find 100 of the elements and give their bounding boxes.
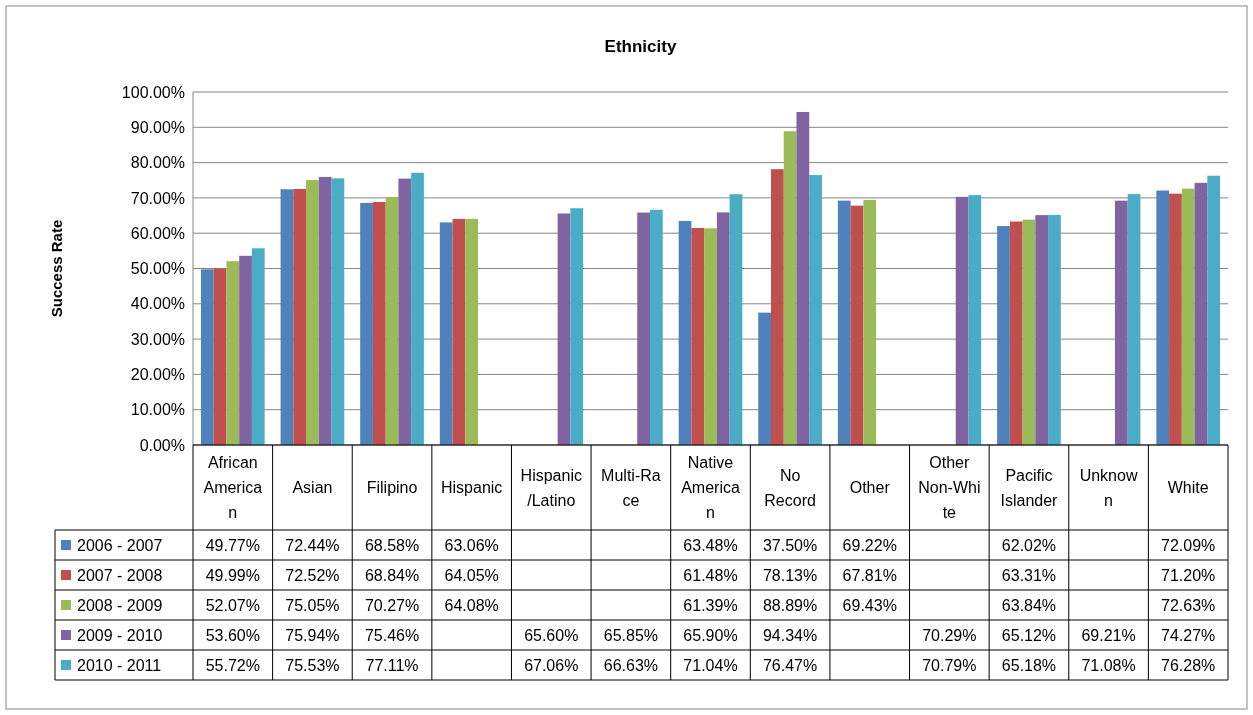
y-tick-label: 60.00%	[130, 224, 185, 242]
x-tick-label: Multi-Race	[601, 466, 661, 509]
x-tick-label: African American	[203, 454, 263, 522]
chart-title: Ethnicity	[604, 37, 677, 56]
y-tick-label: 20.00%	[130, 366, 185, 383]
legend-label: 2009 - 2010	[77, 626, 163, 644]
bar	[318, 176, 332, 445]
x-tick-label: Hispanic	[440, 479, 503, 497]
data-label: 75.53%	[285, 656, 340, 674]
bar	[360, 202, 373, 445]
y-tick-label: 0.00%	[139, 436, 185, 454]
data-label: 70.79%	[922, 656, 977, 674]
data-label: 72.63%	[1161, 596, 1216, 614]
bar	[758, 312, 772, 445]
data-label: 75.46%	[364, 626, 420, 644]
bar	[1114, 200, 1128, 445]
data-label: 65.90%	[683, 626, 738, 644]
data-label: 65.12%	[1001, 626, 1057, 644]
data-label: 72.09%	[1161, 536, 1216, 554]
bar	[863, 199, 877, 445]
bar	[372, 202, 386, 445]
bar	[1009, 221, 1023, 445]
y-tick-label: 40.00%	[130, 295, 185, 313]
data-label: 49.77%	[205, 536, 260, 554]
data-label: 67.81%	[842, 566, 897, 584]
bar	[200, 269, 214, 445]
x-tick-label: Filipino	[366, 479, 418, 497]
data-label: 52.07%	[205, 596, 260, 614]
bar	[649, 209, 663, 445]
data-label: 63.48%	[683, 536, 738, 554]
data-label: 65.60%	[524, 626, 579, 644]
bar	[570, 208, 584, 445]
bar	[439, 222, 453, 445]
bar	[729, 194, 743, 445]
data-label: 77.11%	[365, 656, 419, 674]
data-label: 78.13%	[762, 566, 818, 584]
data-label: 76.47%	[762, 656, 818, 674]
bar	[1035, 215, 1049, 445]
bar	[1048, 214, 1061, 445]
bar	[1207, 175, 1221, 445]
x-tick-label: Asian	[292, 479, 333, 497]
bar	[691, 227, 705, 445]
bar	[955, 196, 969, 445]
x-tick-label: White	[1167, 479, 1209, 497]
y-tick-label: 50.00%	[130, 260, 185, 278]
x-tick-label: Other	[849, 479, 891, 497]
bar	[1194, 182, 1208, 445]
x-tick-label: Pacific Islander	[1000, 466, 1059, 509]
data-label: 64.08%	[444, 596, 499, 614]
data-label: 71.08%	[1081, 656, 1136, 674]
data-label: 68.84%	[364, 566, 420, 584]
data-label: 69.21%	[1081, 626, 1136, 644]
bar	[280, 189, 294, 445]
y-tick-label: 30.00%	[130, 330, 185, 348]
data-label: 94.34%	[762, 626, 818, 644]
bar	[1156, 190, 1170, 445]
data-label: 55.72%	[205, 656, 260, 674]
y-tick-label: 100.00%	[121, 83, 185, 101]
bar	[293, 189, 307, 445]
x-tick-label: Native American	[681, 454, 740, 522]
bar	[783, 131, 797, 445]
data-label: 72.44%	[285, 536, 340, 554]
bar	[226, 261, 240, 445]
bar	[1127, 194, 1141, 445]
x-tick-label: Unknown	[1079, 466, 1138, 509]
data-label: 75.05%	[285, 596, 340, 614]
x-tick-label: Hispanic/Latino	[520, 466, 582, 509]
data-label: 65.18%	[1001, 656, 1057, 674]
bar	[968, 195, 982, 445]
bar	[1181, 188, 1195, 445]
y-tick-label: 70.00%	[130, 189, 185, 207]
bar	[385, 196, 399, 445]
data-label: 61.39%	[683, 596, 738, 614]
data-label: 70.27%	[364, 596, 420, 614]
bar	[465, 218, 479, 445]
bar	[716, 212, 730, 445]
legend-label: 2010 - 2011	[77, 656, 162, 674]
data-label: 88.89%	[762, 596, 818, 614]
data-label: 71.04%	[683, 656, 738, 674]
bar	[398, 178, 412, 445]
bar	[809, 175, 822, 445]
data-label: 74.27%	[1161, 626, 1216, 644]
data-label: 65.85%	[603, 626, 659, 644]
y-tick-label: 10.00%	[130, 401, 185, 419]
x-tick-label: No Record	[764, 466, 816, 509]
bar	[1022, 219, 1036, 445]
data-label: 37.50%	[762, 536, 818, 554]
bar	[837, 200, 851, 445]
y-axis-title: Success Rate	[48, 219, 65, 318]
legend-label: 2007 - 2008	[77, 566, 163, 584]
bar	[452, 218, 466, 445]
bar	[239, 255, 252, 445]
data-label: 67.06%	[524, 656, 579, 674]
data-label: 61.48%	[683, 566, 738, 584]
data-label: 76.28%	[1161, 656, 1216, 674]
legend-label: 2006 - 2007	[77, 536, 163, 554]
bar	[850, 205, 864, 445]
data-label: 75.94%	[285, 626, 340, 644]
bar	[331, 178, 345, 445]
y-tick-label: 80.00%	[130, 154, 185, 172]
